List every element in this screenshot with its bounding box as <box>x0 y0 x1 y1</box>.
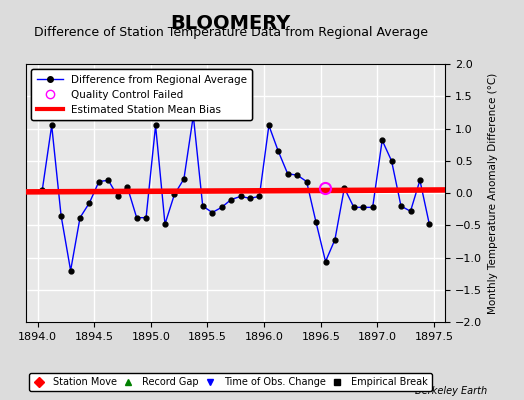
Legend: Difference from Regional Average, Quality Control Failed, Estimated Station Mean: Difference from Regional Average, Qualit… <box>31 69 252 120</box>
Text: BLOOMERY: BLOOMERY <box>170 14 291 33</box>
Text: Berkeley Earth: Berkeley Earth <box>415 386 487 396</box>
Y-axis label: Monthly Temperature Anomaly Difference (°C): Monthly Temperature Anomaly Difference (… <box>488 72 498 314</box>
Text: Difference of Station Temperature Data from Regional Average: Difference of Station Temperature Data f… <box>34 26 428 39</box>
Legend: Station Move, Record Gap, Time of Obs. Change, Empirical Break: Station Move, Record Gap, Time of Obs. C… <box>29 373 432 391</box>
